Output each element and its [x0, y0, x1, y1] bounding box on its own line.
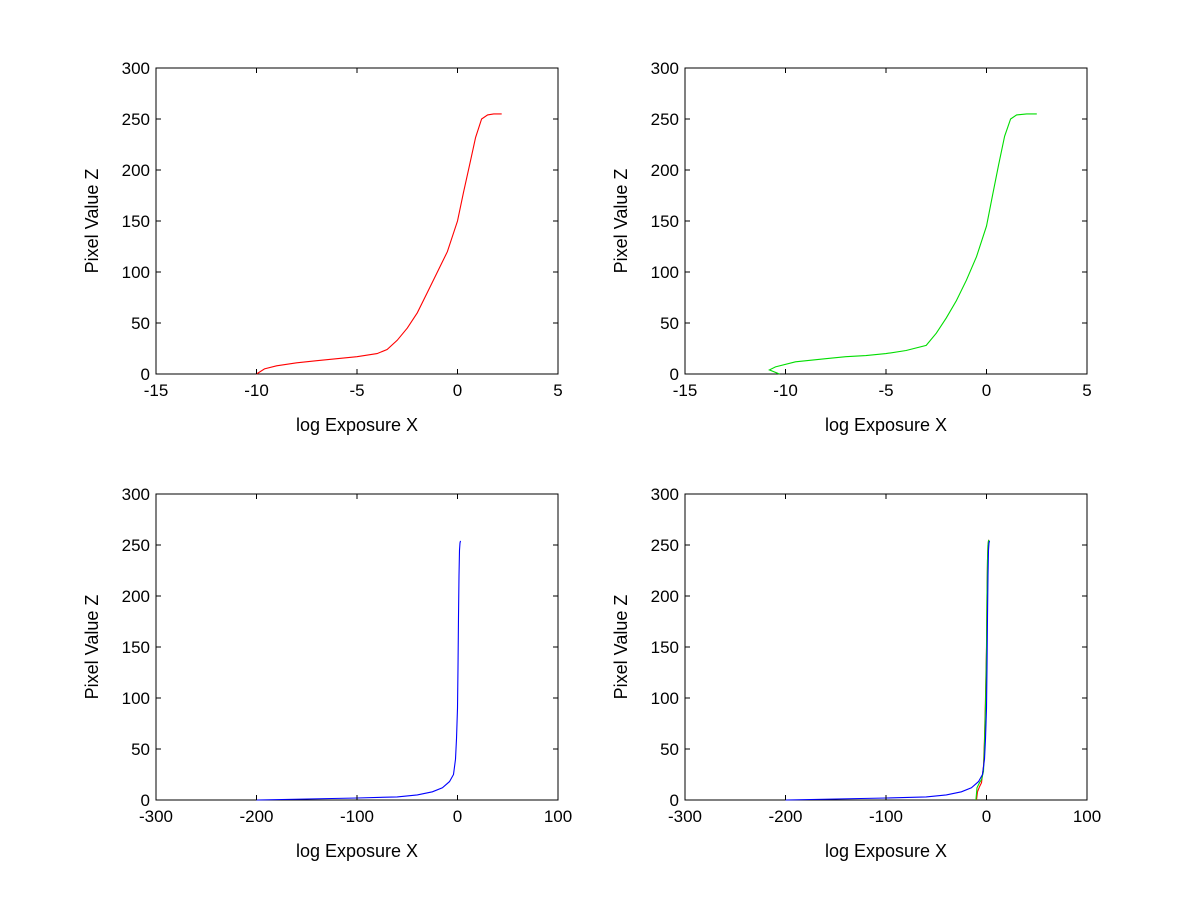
x-axis-label: log Exposure X: [296, 415, 418, 435]
x-tick-label: -5: [349, 381, 364, 400]
x-tick-label: -15: [144, 381, 169, 400]
series-line-3: [785, 540, 991, 801]
x-axis-label: log Exposure X: [296, 841, 418, 861]
x-tick-label: 5: [553, 381, 562, 400]
x-tick-label: -10: [773, 381, 798, 400]
x-tick-label: 0: [453, 807, 462, 826]
x-tick-label: 100: [1073, 807, 1101, 826]
x-tick-label: -200: [768, 807, 802, 826]
x-tick-label: 5: [1082, 381, 1091, 400]
y-tick-label: 50: [131, 740, 150, 759]
x-tick-label: 0: [453, 381, 462, 400]
y-tick-label: 0: [670, 365, 679, 384]
y-tick-label: 200: [651, 587, 679, 606]
y-tick-label: 250: [651, 110, 679, 129]
y-tick-label: 0: [141, 365, 150, 384]
plot-area: [155, 493, 559, 801]
y-tick-label: 100: [122, 689, 150, 708]
y-tick-label: 300: [651, 59, 679, 78]
y-tick-label: 200: [122, 161, 150, 180]
y-tick-label: 300: [122, 485, 150, 504]
series-line-1: [768, 113, 1037, 375]
y-tick-label: 0: [141, 791, 150, 810]
y-tick-label: 0: [670, 791, 679, 810]
x-axis-label: log Exposure X: [825, 841, 947, 861]
series-line-1: [256, 540, 462, 801]
y-axis-label: Pixel Value Z: [82, 169, 102, 274]
plot-area: [155, 67, 559, 375]
series-line-1: [256, 113, 502, 375]
y-axis-label: Pixel Value Z: [611, 169, 631, 274]
x-tick-label: -15: [673, 381, 698, 400]
x-tick-label: -5: [878, 381, 893, 400]
x-tick-label: -200: [239, 807, 273, 826]
y-tick-label: 100: [651, 263, 679, 282]
y-tick-label: 150: [122, 212, 150, 231]
y-tick-label: 200: [122, 587, 150, 606]
y-tick-label: 250: [122, 110, 150, 129]
y-tick-label: 300: [122, 59, 150, 78]
x-tick-label: 0: [982, 807, 991, 826]
x-tick-label: 100: [544, 807, 572, 826]
y-tick-label: 50: [660, 740, 679, 759]
x-tick-label: -100: [340, 807, 374, 826]
x-tick-label: -300: [668, 807, 702, 826]
y-tick-label: 150: [122, 638, 150, 657]
y-tick-label: 100: [651, 689, 679, 708]
y-tick-label: 50: [131, 314, 150, 333]
plot-area: [684, 493, 1088, 801]
chart-panel-3: -300 -200 -100 0 100 0 50 100 150 200 250 300 log Ex…: [82, 485, 572, 861]
x-tick-label: -10: [244, 381, 269, 400]
plot-area: [684, 67, 1088, 375]
y-tick-label: 50: [660, 314, 679, 333]
y-tick-label: 150: [651, 638, 679, 657]
chart-panel-4: -300 -200 -100 0 100 0 50 100 150 200 250 300 log Ex…: [611, 485, 1101, 861]
x-axis-label: log Exposure X: [825, 415, 947, 435]
x-tick-label: 0: [982, 381, 991, 400]
series-line-2: [975, 539, 990, 801]
y-tick-label: 150: [651, 212, 679, 231]
y-tick-label: 100: [122, 263, 150, 282]
y-tick-label: 300: [651, 485, 679, 504]
y-tick-label: 250: [651, 536, 679, 555]
x-tick-label: -100: [869, 807, 903, 826]
x-tick-label: -300: [139, 807, 173, 826]
y-axis-label: Pixel Value Z: [611, 595, 631, 700]
y-axis-label: Pixel Value Z: [82, 595, 102, 700]
y-tick-label: 200: [651, 161, 679, 180]
y-tick-label: 250: [122, 536, 150, 555]
